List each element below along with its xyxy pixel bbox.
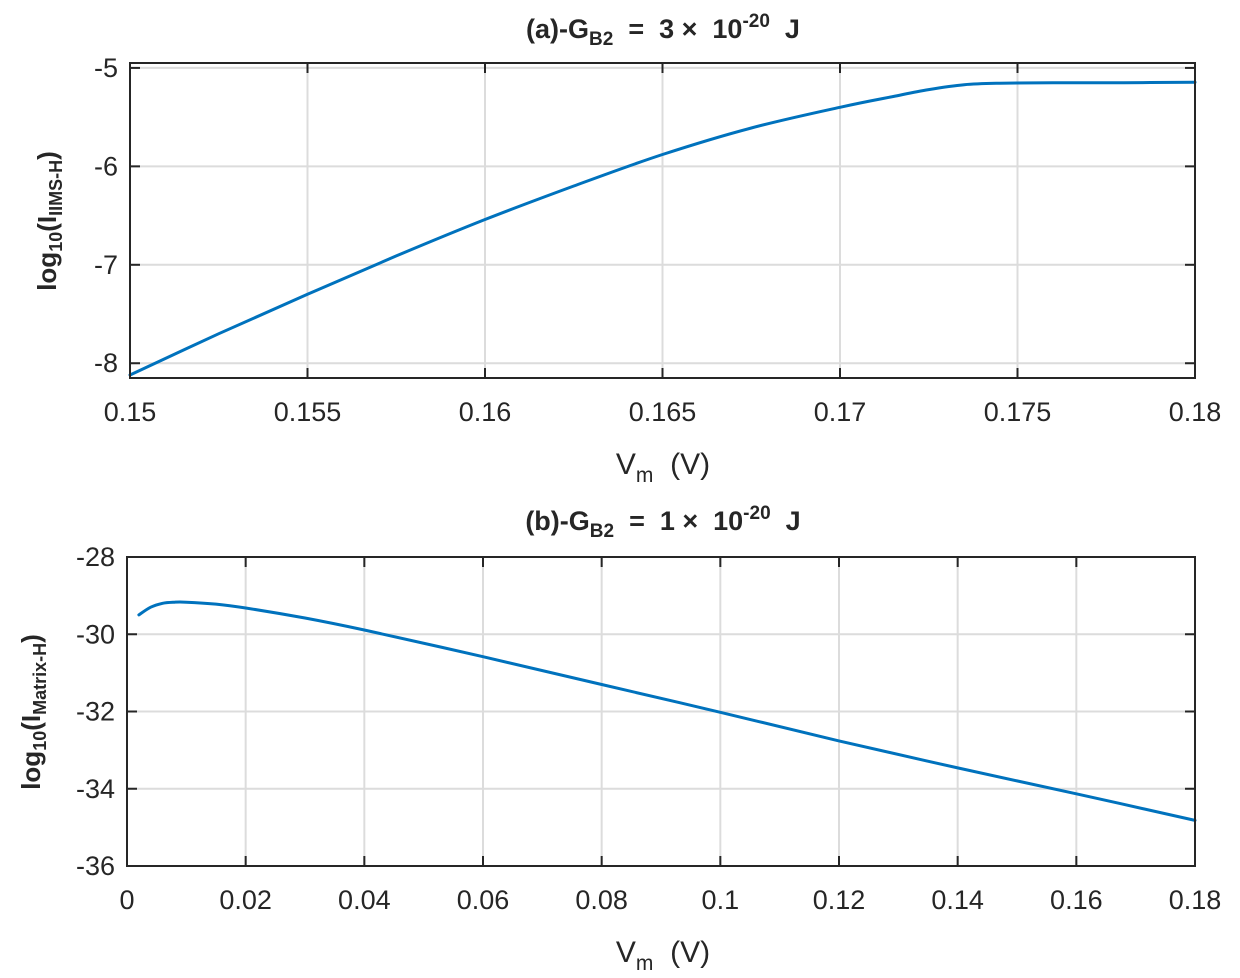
x-tick-label-a: 0.165 bbox=[629, 397, 697, 427]
y-tick-label-b: -36 bbox=[76, 851, 115, 881]
x-tick-label-b: 0.02 bbox=[219, 885, 272, 915]
chart-panel-a: (a)-GB2 = 3 × 10-20 J 0.15 0.155 0.16 0.165… bbox=[32, 11, 1221, 487]
y-tick-label-a: -5 bbox=[94, 53, 118, 83]
x-tick-label-b: 0.06 bbox=[457, 885, 510, 915]
x-tick-label-b: 0.18 bbox=[1169, 885, 1222, 915]
x-tick-label-a: 0.155 bbox=[274, 397, 342, 427]
x-axis-label-a: Vm (V) bbox=[616, 448, 710, 487]
y-tick-label-a: -8 bbox=[94, 348, 118, 378]
y-tick-label-b: -34 bbox=[76, 774, 115, 804]
x-tick-label-a: 0.175 bbox=[984, 397, 1052, 427]
x-tick-label-a: 0.18 bbox=[1169, 397, 1222, 427]
chart-panel-b: (b)-GB2 = 1 × 10-20 J 0 0.02 0.04 0.06 0.08 0… bbox=[16, 503, 1221, 975]
y-tick-label-a: -7 bbox=[94, 250, 118, 280]
chart-title-b: (b)-GB2 = 1 × 10-20 J bbox=[525, 503, 800, 542]
y-axis-label-a: log10(IIIMS-H) bbox=[32, 151, 66, 291]
x-tick-label-b: 0.1 bbox=[702, 885, 740, 915]
ticks-b: 0 0.02 0.04 0.06 0.08 0.1 0.12 0.14 0.16 0.18 -36 -… bbox=[76, 542, 1221, 915]
x-tick-label-b: 0.16 bbox=[1050, 885, 1103, 915]
y-tick-label-a: -6 bbox=[94, 151, 118, 181]
x-tick-label-a: 0.15 bbox=[104, 397, 157, 427]
ticks-a: 0.15 0.155 0.16 0.165 0.17 0.175 0.18 -8 -7 -6 -5 bbox=[94, 53, 1221, 427]
data-line-b bbox=[137, 600, 1197, 822]
grid-a bbox=[129, 63, 1196, 378]
x-tick-label-a: 0.17 bbox=[814, 397, 867, 427]
grid-b bbox=[126, 556, 1196, 867]
y-tick-label-b: -30 bbox=[76, 619, 115, 649]
x-tick-label-b: 0 bbox=[119, 885, 134, 915]
x-axis-label-b: Vm (V) bbox=[616, 936, 710, 975]
x-tick-label-b: 0.08 bbox=[575, 885, 628, 915]
y-axis-label-b: log10(IMatrix-H) bbox=[16, 634, 50, 790]
x-tick-label-b: 0.14 bbox=[931, 885, 984, 915]
y-tick-label-b: -28 bbox=[76, 542, 115, 572]
x-tick-label-a: 0.16 bbox=[459, 397, 512, 427]
x-tick-label-b: 0.04 bbox=[338, 885, 391, 915]
y-tick-label-b: -32 bbox=[76, 697, 115, 727]
chart-title-a: (a)-GB2 = 3 × 10-20 J bbox=[526, 11, 800, 50]
x-tick-label-b: 0.12 bbox=[813, 885, 866, 915]
data-line-a bbox=[128, 80, 1197, 377]
